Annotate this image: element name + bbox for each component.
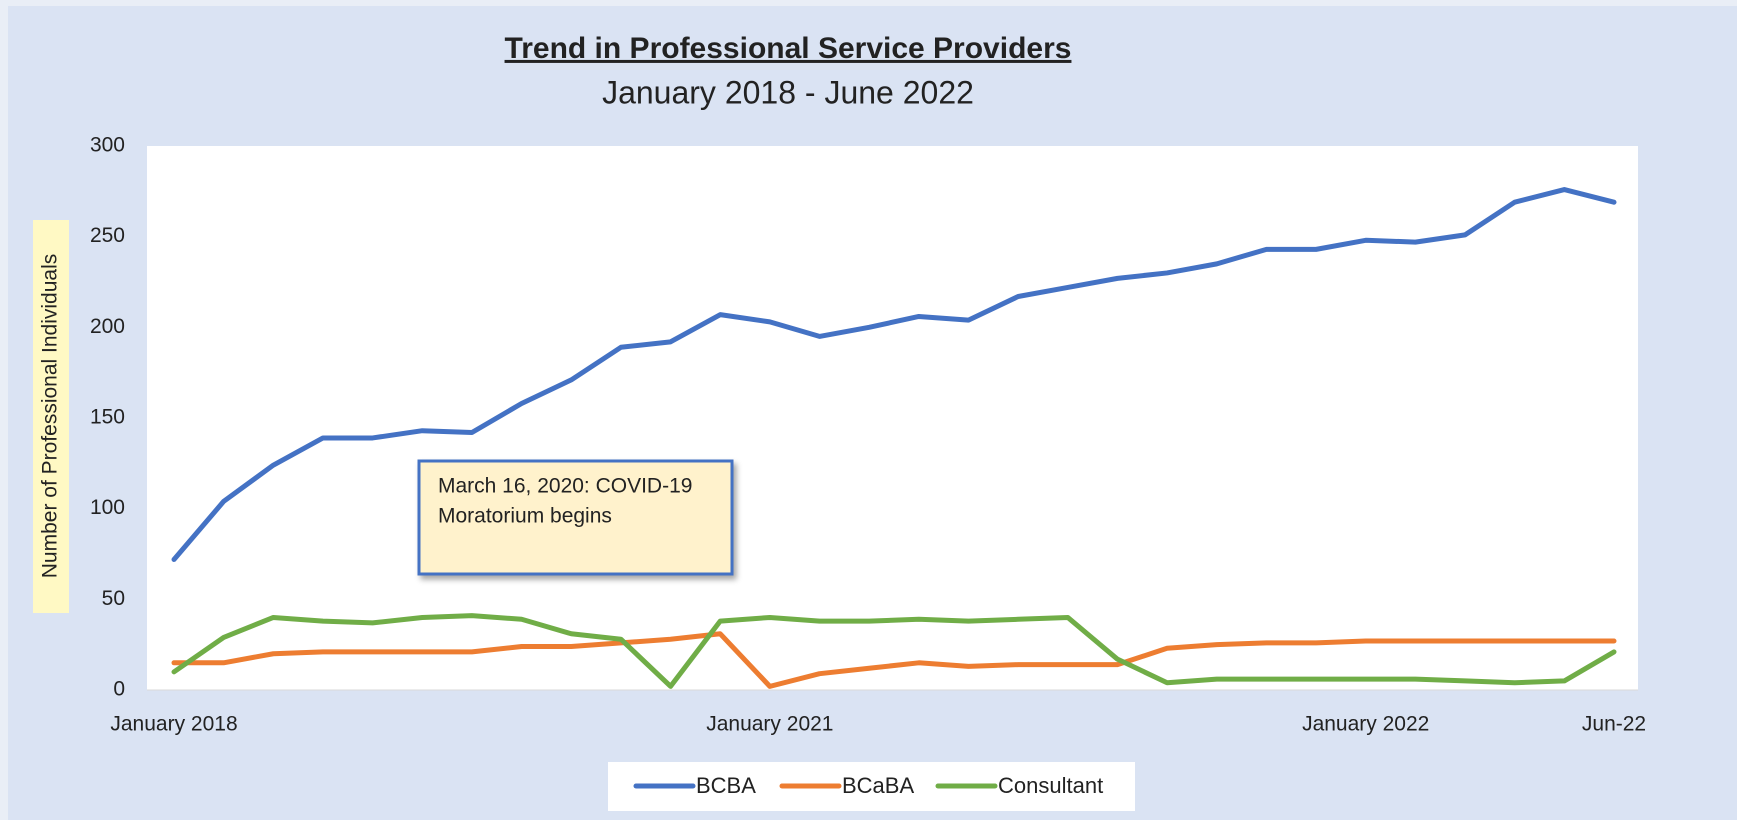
chart-subtitle: January 2018 - June 2022 [602, 74, 974, 110]
legend-label: BCBA [696, 773, 756, 798]
legend [608, 762, 1135, 811]
y-tick-label: 0 [113, 678, 125, 701]
legend-label: Consultant [998, 773, 1103, 798]
y-tick-label: 250 [90, 224, 125, 247]
y-tick-label: 300 [90, 134, 125, 157]
series-line [171, 613, 1617, 689]
y-label-background [33, 220, 69, 613]
annotation-text: Moratorium begins [438, 505, 612, 528]
series-line [171, 187, 1617, 562]
annotation-box [417, 459, 734, 576]
x-tick-label: January 2018 [110, 713, 237, 736]
chart-title: Trend in Professional Service Providers [505, 32, 1072, 65]
series-line [171, 631, 1617, 689]
y-axis-label: Number of Professional Individuals [39, 254, 62, 579]
y-tick-label: 100 [90, 496, 125, 519]
y-tick-label: 150 [90, 406, 125, 429]
x-tick-label: January 2022 [1302, 713, 1429, 736]
y-tick-label: 50 [102, 587, 125, 610]
y-tick-label: 200 [90, 315, 125, 338]
annotation-text: March 16, 2020: COVID-19 [438, 475, 692, 498]
legend-label: BCaBA [842, 773, 914, 798]
x-tick-label: January 2021 [706, 713, 833, 736]
x-tick-label: Jun-22 [1582, 713, 1646, 736]
plot-area [147, 146, 1638, 690]
